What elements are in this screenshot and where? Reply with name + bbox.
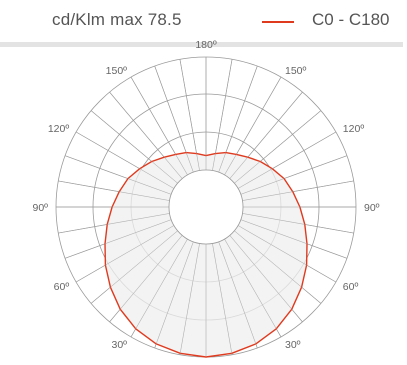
grid-spoke-overlay <box>179 59 200 171</box>
chart-header: cd/Klm max 78.5 C0 - C180 <box>0 0 407 47</box>
grid-spoke-overlay <box>58 180 170 201</box>
grid-spoke-overlay <box>212 243 233 355</box>
grid-spoke-overlay <box>58 213 170 234</box>
grid-spoke-overlay <box>224 76 282 176</box>
grid-spoke-overlay <box>130 76 188 176</box>
grid-spoke-overlay <box>109 235 183 323</box>
zero-ring <box>168 169 244 245</box>
grid-spoke-overlay <box>240 155 348 195</box>
grid-spoke-overlay <box>64 155 172 195</box>
grid-spoke-overlay <box>234 230 322 304</box>
angle-label-7: 150º <box>106 65 128 77</box>
angle-label-3: 90º <box>364 202 380 214</box>
grid-spoke-overlay <box>130 238 188 338</box>
grid-spoke-overlay <box>154 65 194 173</box>
intensity-curve <box>56 57 356 358</box>
angle-label-1: 30º <box>285 339 301 351</box>
angle-label-11: 30º <box>111 339 127 351</box>
grid-spoke-overlay <box>224 238 282 338</box>
grid-spoke-overlay <box>212 59 233 171</box>
angle-label-6: 180º <box>195 39 217 51</box>
header-divider <box>0 42 403 47</box>
grid-spoke-overlay <box>237 131 337 189</box>
grid-spoke-overlay <box>234 110 322 184</box>
angle-label-5: 150º <box>285 65 307 77</box>
grid-spoke-overlay <box>242 180 354 201</box>
angle-label-8: 120º <box>48 123 70 135</box>
grid-spoke-overlay <box>90 230 178 304</box>
grid-spoke-overlay <box>90 110 178 184</box>
angle-label-10: 60º <box>54 281 70 293</box>
grid-spoke-overlay <box>218 241 258 349</box>
grid-spoke-overlay <box>109 91 183 179</box>
angle-label-4: 120º <box>343 123 365 135</box>
grid-spoke-overlay <box>242 213 354 234</box>
grid-spoke-overlay <box>64 219 172 259</box>
angle-label-2: 60º <box>343 281 359 293</box>
grid-spoke-overlay <box>154 241 194 349</box>
angle-label-9: 90º <box>32 202 48 214</box>
legend-swatch <box>262 21 294 23</box>
chart-title: cd/Klm max 78.5 <box>52 10 182 29</box>
grid-spoke-overlay <box>179 243 200 355</box>
grid-spoke-overlay <box>240 219 348 259</box>
grid-spoke-overlay <box>237 225 337 283</box>
legend-label: C0 - C180 <box>312 10 390 29</box>
grid-spoke-overlay <box>229 235 303 323</box>
grid-spoke-overlay <box>75 225 175 283</box>
angle-labels: 0º30º60º90º120º150º180º150º120º90º60º30º <box>32 39 380 351</box>
grid-spoke-overlay <box>218 65 258 173</box>
grid-spoke-overlay <box>75 131 175 189</box>
grid-spoke-overlay <box>229 91 303 179</box>
